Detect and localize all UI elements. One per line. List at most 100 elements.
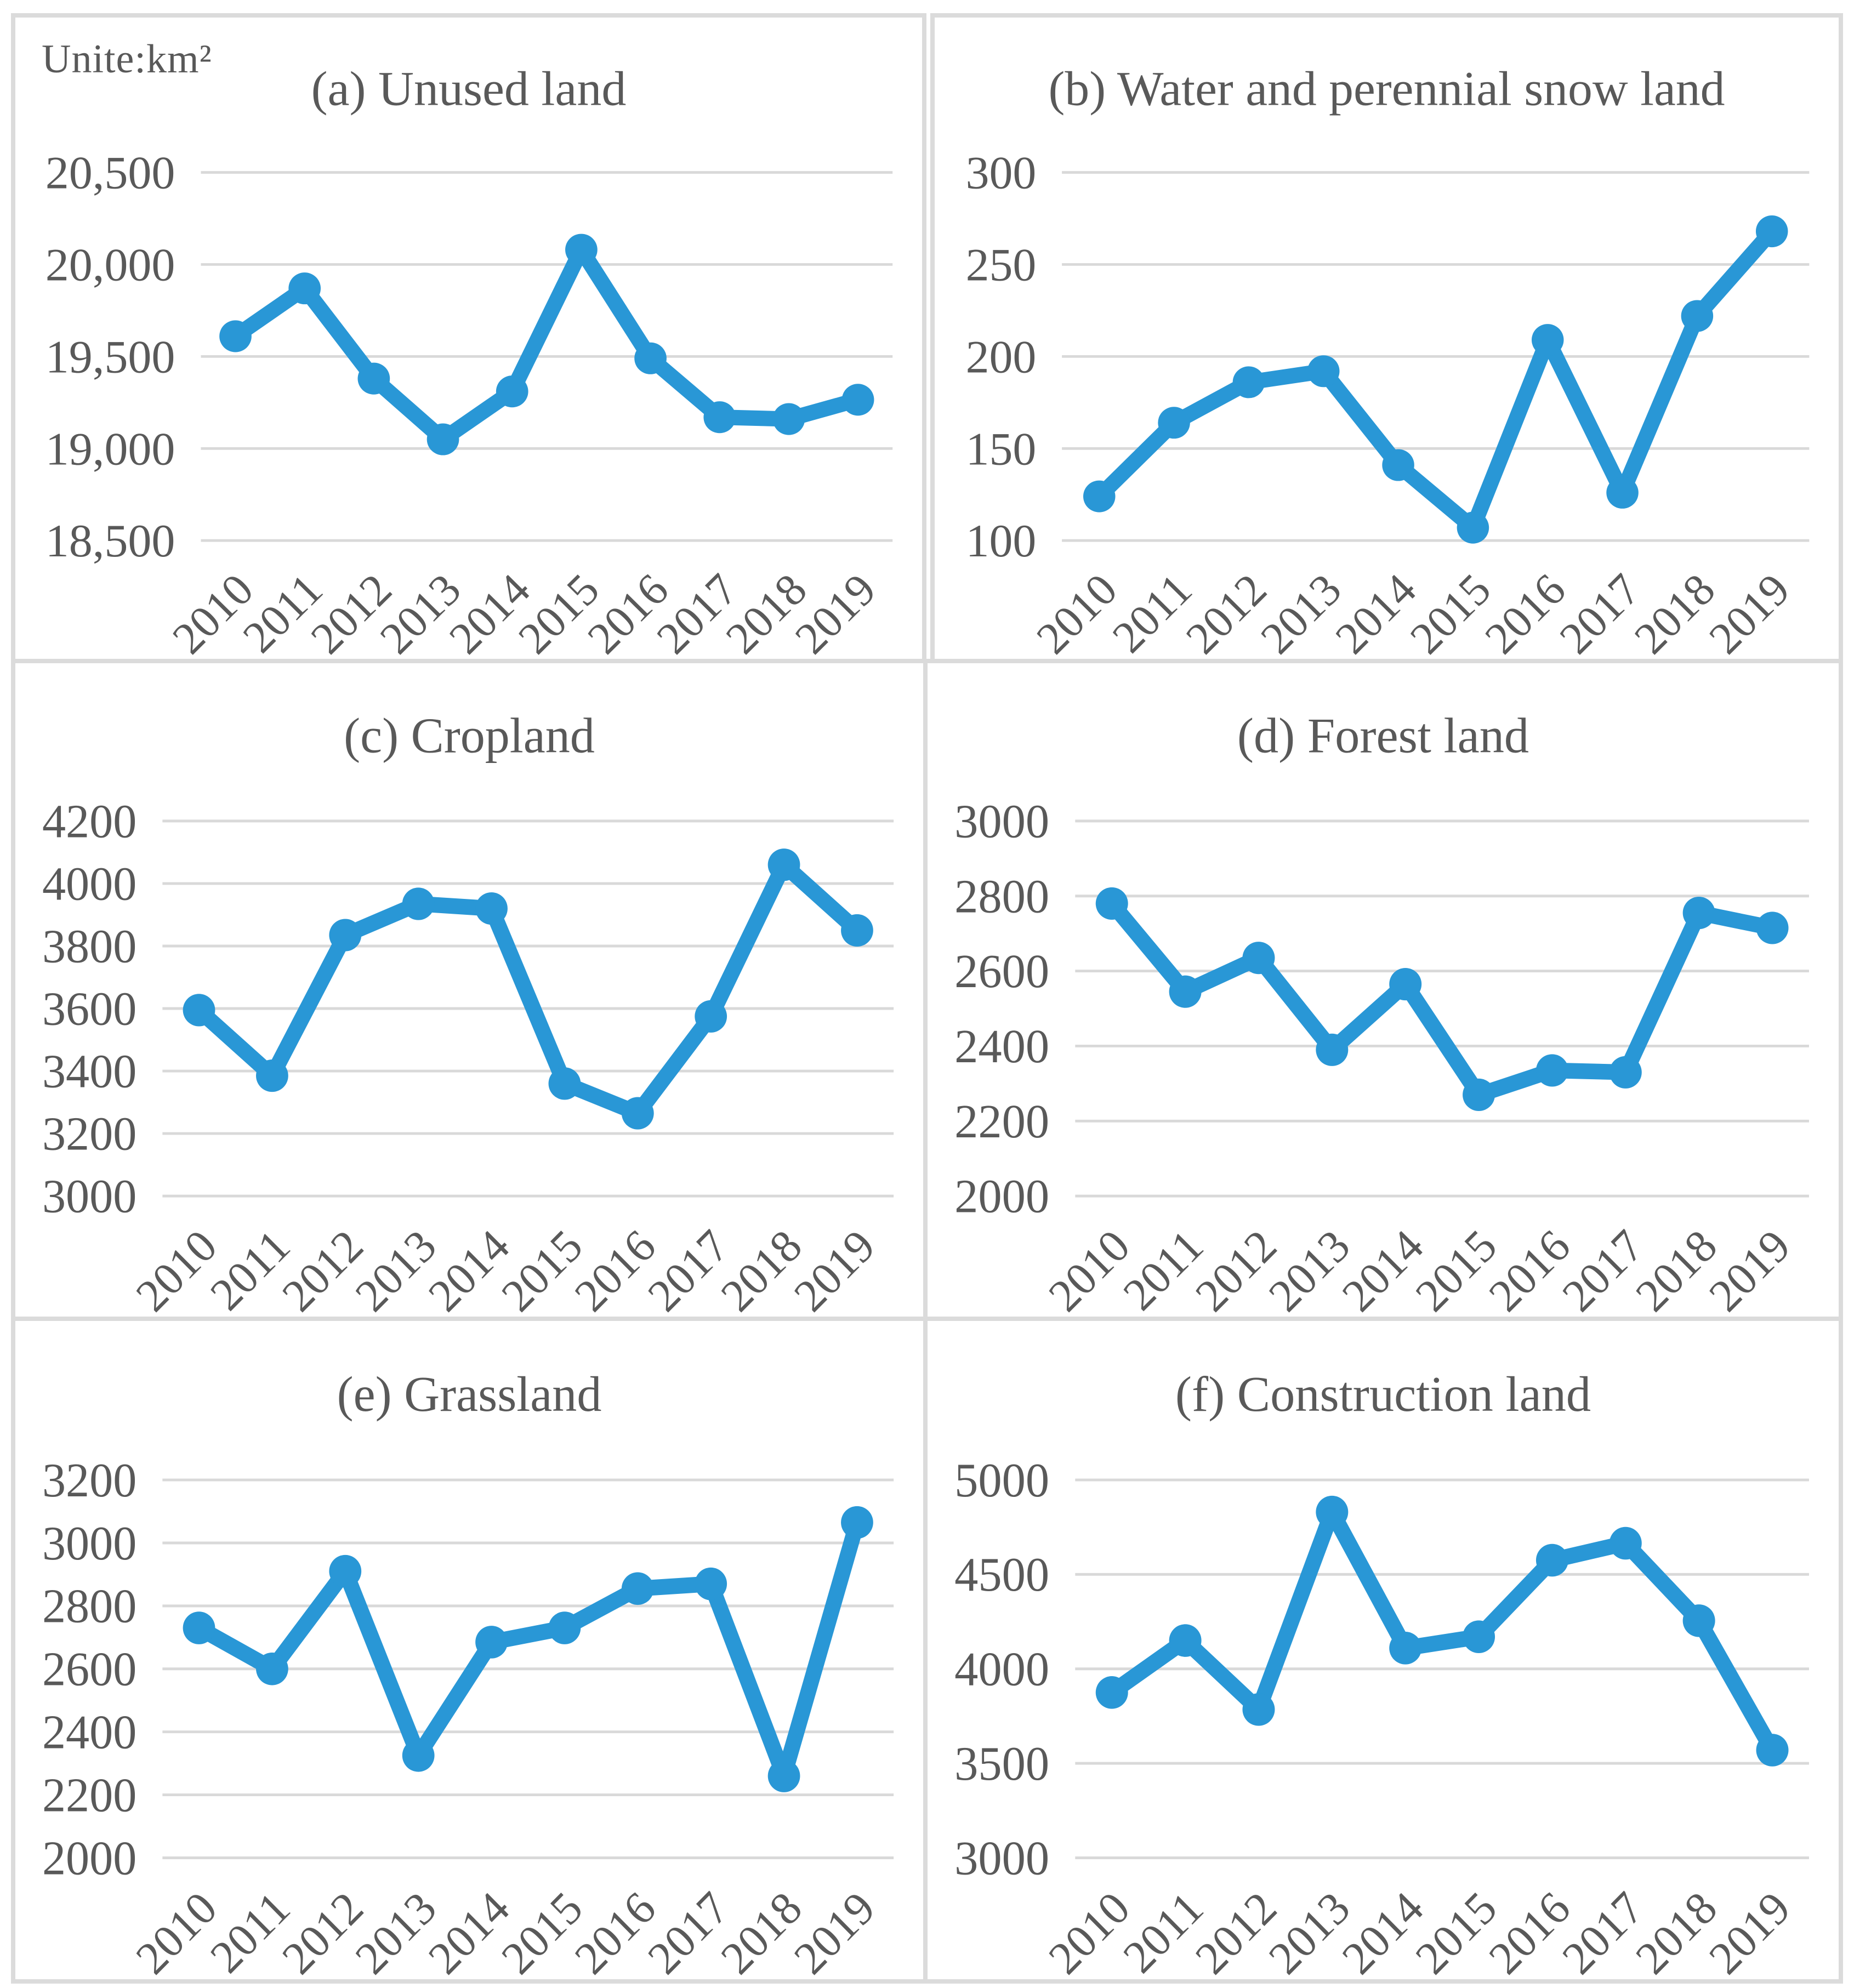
data-point <box>1242 1693 1275 1726</box>
panel-construction-land: 3000 3500 4000 4500 5000 2010 2011 2012 2013 2014… <box>923 1317 1843 1984</box>
y-tick-label: 20,500 <box>46 147 175 198</box>
data-point <box>695 1000 727 1033</box>
x-tick-label: 2018 <box>712 1221 812 1317</box>
y-tick-label: 2200 <box>954 1095 1049 1148</box>
data-point <box>1169 975 1202 1008</box>
data-point <box>1756 1734 1789 1767</box>
x-tick-label: 2010 <box>127 1882 227 1979</box>
data-point <box>1535 1054 1568 1087</box>
y-tick-label: 2000 <box>42 1832 137 1885</box>
y-tick-label: 3000 <box>954 795 1049 847</box>
data-point <box>183 1611 215 1644</box>
x-tick-label: 2017 <box>1550 564 1650 659</box>
data-line <box>1091 224 1780 536</box>
chart-title: (f) Construction land <box>1175 1366 1591 1422</box>
y-tick-label: 19,500 <box>46 331 175 383</box>
data-point <box>1463 1620 1495 1653</box>
x-tick-label: 2015 <box>1400 564 1500 659</box>
data-point <box>329 919 362 952</box>
data-point <box>183 994 215 1027</box>
x-tick-label: 2016 <box>1475 564 1576 659</box>
chart-title: (b) Water and perennial snow land <box>1048 62 1725 116</box>
y-tick-label: 3000 <box>42 1170 137 1222</box>
data-point <box>357 362 390 395</box>
y-tick-label: 2800 <box>42 1580 137 1633</box>
data-point <box>1531 324 1564 356</box>
data-point <box>1535 1543 1568 1577</box>
chart-title: (c) Cropland <box>344 708 595 763</box>
y-tick-label: 2800 <box>954 870 1049 922</box>
data-point <box>621 1097 654 1130</box>
x-tick-label: 2019 <box>785 1221 885 1317</box>
x-tick-label: 2011 <box>1102 564 1201 659</box>
data-point <box>634 342 667 374</box>
chart-construction-land: 3000350040004500500020102011201220132014… <box>954 1366 1809 1979</box>
x-tick-label: 2012 <box>273 1221 373 1317</box>
data-point <box>841 1506 873 1539</box>
chart-grassland: 2000220024002600280030003200201020112012… <box>42 1366 894 1979</box>
y-tick-label: 2200 <box>42 1769 137 1822</box>
x-tick-label: 2011 <box>201 1221 300 1317</box>
y-tick-label: 250 <box>966 240 1037 291</box>
data-point <box>621 1572 654 1605</box>
x-tick-label: 2011 <box>1113 1220 1213 1317</box>
data-point <box>1169 1624 1202 1657</box>
panel-forest-land: 2000 2200 2400 2600 2800 3000 2010 2011 2012 2013… <box>923 659 1843 1321</box>
x-tick-label: 2018 <box>1624 564 1725 659</box>
data-line <box>1104 1504 1781 1758</box>
data-point <box>1158 407 1190 439</box>
data-point <box>565 233 598 266</box>
data-point <box>1316 1033 1349 1066</box>
y-tick-label: 100 <box>966 516 1037 567</box>
data-point <box>767 848 800 881</box>
data-point <box>219 320 252 352</box>
data-point <box>772 403 805 435</box>
data-point <box>1681 300 1714 332</box>
x-tick-label: 2010 <box>127 1221 227 1317</box>
unit-label: Unite:km² <box>42 37 212 82</box>
y-tick-label: 300 <box>966 147 1037 199</box>
x-tick-label: 2014 <box>1326 564 1426 659</box>
data-point <box>402 887 435 920</box>
data-point <box>1095 1676 1128 1709</box>
chart-title: (e) Grassland <box>337 1366 602 1422</box>
y-tick-label: 4000 <box>954 1643 1049 1696</box>
panel-cropland: 3000 3200 3400 3600 3800 4000 4200 2010 2011 2012… <box>11 659 928 1321</box>
data-line <box>1104 896 1781 1103</box>
y-tick-label: 4500 <box>954 1548 1049 1602</box>
y-tick-label: 3200 <box>42 1107 137 1160</box>
data-point <box>1307 355 1340 388</box>
x-tick-label: 2010 <box>1027 564 1127 659</box>
chart-title: (a) Unused land <box>311 62 627 116</box>
x-tick-label: 2014 <box>419 1221 520 1317</box>
x-tick-label: 2019 <box>1699 564 1800 659</box>
data-point <box>1095 887 1128 920</box>
y-tick-label: 2600 <box>954 945 1049 998</box>
x-tick-label: 2011 <box>201 1882 300 1979</box>
x-tick-label: 2011 <box>1113 1882 1213 1979</box>
y-tick-label: 3600 <box>42 982 137 1035</box>
x-tick-label: 2015 <box>492 1221 593 1317</box>
data-point <box>695 1567 727 1600</box>
y-tick-label: 2400 <box>954 1020 1049 1073</box>
y-tick-label: 2600 <box>42 1643 137 1696</box>
data-point <box>1232 366 1265 398</box>
y-tick-label: 3200 <box>42 1454 137 1507</box>
chart-water-perennial-snow-land: 1001502002503002010201120122013201420152… <box>966 62 1810 659</box>
data-point <box>1389 967 1422 1001</box>
chart-cropland: 3000 3200 3400 3600 3800 4000 4200 201020112012… <box>42 708 894 1317</box>
y-tick-label: 150 <box>966 424 1037 475</box>
y-tick-label: 19,000 <box>46 423 175 475</box>
panel-grassland: 2000 2200 2400 2600 2800 3000 3200 2010 2011 2012… <box>11 1317 928 1984</box>
data-point <box>767 1759 800 1792</box>
data-point <box>548 1611 581 1644</box>
y-tick-label: 3400 <box>42 1045 137 1097</box>
panel-unused-land: Unite:km² 18,500 19,000 19,500 20,000 20,500… <box>11 13 926 663</box>
data-point <box>1682 896 1715 930</box>
y-tick-label: 20,000 <box>46 239 175 290</box>
data-point <box>1755 215 1788 248</box>
x-tick-label: 2013 <box>346 1221 446 1317</box>
data-point <box>548 1067 581 1100</box>
data-point <box>1606 476 1639 509</box>
